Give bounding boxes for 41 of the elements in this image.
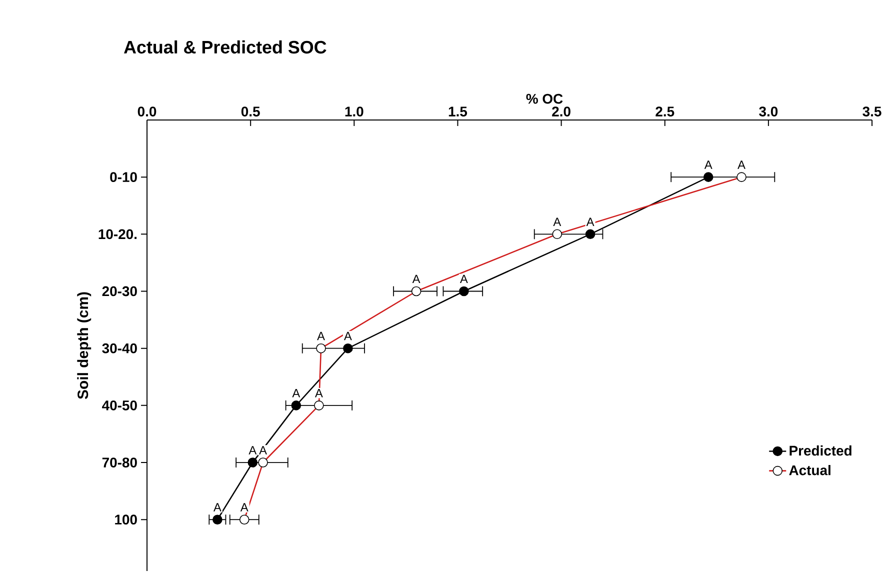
annotation: A: [586, 218, 594, 226]
legend-label: Actual: [789, 464, 830, 476]
y-tick-label: 10-20.: [98, 229, 137, 240]
x-tick-label: 0.5: [241, 106, 260, 116]
x-axis-title: % OC: [526, 94, 563, 104]
annotation: A: [704, 160, 712, 169]
y-tick-label: 40-50: [102, 400, 137, 410]
y-tick-label: 30-40: [102, 343, 137, 354]
y-tick-label: 0-10: [110, 172, 137, 182]
annotation: A: [317, 332, 325, 340]
x-tick-label: 0.0: [138, 106, 156, 116]
x-tick-label: 3.5: [862, 106, 882, 116]
annotation: A: [460, 274, 468, 284]
x-tick-label: 2.0: [552, 106, 570, 116]
x-tick-label: 1.0: [345, 106, 364, 116]
annotation: A: [314, 389, 323, 398]
point: [291, 400, 302, 410]
point: [248, 458, 258, 468]
x-tick-label: 1.5: [448, 106, 468, 116]
y-tick-label: 70-80: [102, 458, 137, 468]
annotation: A: [240, 503, 248, 512]
point: [459, 286, 469, 296]
legend-label: Predicted: [790, 445, 852, 456]
annotation: A: [344, 332, 352, 340]
annotation: A: [259, 446, 267, 454]
annotation: A: [292, 389, 300, 398]
annotation: A: [412, 274, 420, 284]
x-tick-label: 2.5: [656, 106, 674, 116]
point: [343, 343, 353, 354]
point: [212, 514, 222, 524]
x-tick-label: 3.0: [759, 106, 778, 116]
chart-title: Actual & Predicted SOC: [124, 40, 326, 54]
y-axis-title: Soil depth (cm): [77, 292, 92, 400]
annotation: A: [248, 446, 257, 454]
y-tick-label: 20-30: [102, 286, 137, 296]
y-tick-label: 100: [115, 514, 137, 525]
annotation: A: [213, 503, 222, 512]
point: [703, 172, 714, 182]
annotation: A: [553, 218, 562, 226]
annotation: A: [738, 160, 746, 169]
point: [585, 229, 596, 240]
